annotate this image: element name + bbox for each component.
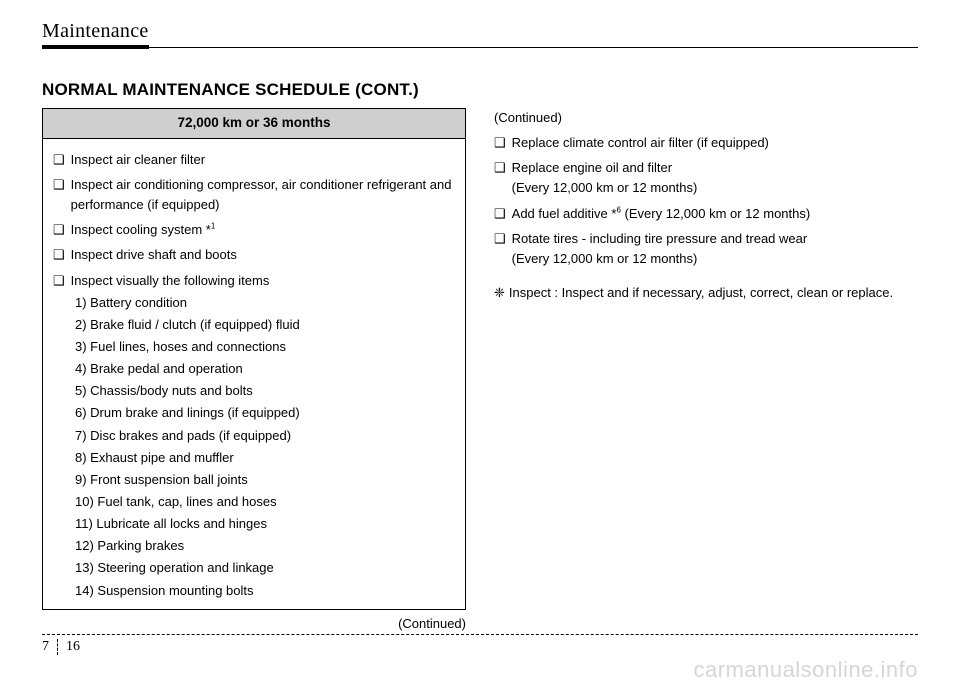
numbered-item: 3) Fuel lines, hoses and connections (75, 337, 455, 357)
content-columns: 72,000 km or 36 months ❑ Inspect air cle… (42, 108, 918, 634)
section-title: NORMAL MAINTENANCE SCHEDULE (CONT.) (42, 80, 918, 100)
square-bullet-icon: ❑ (494, 204, 508, 224)
numbered-item: 6) Drum brake and linings (if equipped) (75, 403, 455, 423)
header-row: Maintenance (42, 20, 918, 48)
numbered-item: 10) Fuel tank, cap, lines and hoses (75, 492, 455, 512)
item-text: Add fuel additive *6 (Every 12,000 km or… (512, 204, 811, 224)
square-bullet-icon: ❑ (494, 158, 508, 178)
numbered-item: 2) Brake fluid / clutch (if equipped) fl… (75, 315, 455, 335)
continued-label: (Continued) (42, 614, 466, 634)
list-item: ❑ Add fuel additive *6 (Every 12,000 km … (494, 204, 918, 224)
page: Maintenance NORMAL MAINTENANCE SCHEDULE … (0, 0, 960, 689)
numbered-item: 13) Steering operation and linkage (75, 558, 455, 578)
item-text: Replace engine oil and filter (Every 12,… (512, 158, 698, 198)
numbered-item: 14) Suspension mounting bolts (75, 581, 455, 601)
list-item: ❑ Inspect cooling system *1 (53, 220, 455, 240)
watermark: carmanualsonline.info (693, 657, 918, 683)
schedule-box: 72,000 km or 36 months ❑ Inspect air cle… (42, 108, 466, 610)
right-column: (Continued) ❑ Replace climate control ai… (494, 108, 918, 634)
item-text: Replace climate control air filter (if e… (512, 133, 769, 153)
left-column: 72,000 km or 36 months ❑ Inspect air cle… (42, 108, 466, 634)
list-item: ❑ Inspect visually the following items (53, 271, 455, 291)
numbered-item: 11) Lubricate all locks and hinges (75, 514, 455, 534)
square-bullet-icon: ❑ (53, 150, 67, 170)
list-item: ❑ Inspect air cleaner filter (53, 150, 455, 170)
item-text: Inspect air cleaner filter (71, 150, 205, 170)
item-text: Inspect air conditioning compressor, air… (71, 175, 455, 215)
footer: 7 16 (42, 634, 918, 655)
square-bullet-icon: ❑ (494, 133, 508, 153)
inspect-note: ❈ Inspect : Inspect and if necessary, ad… (494, 283, 918, 303)
numbered-item: 4) Brake pedal and operation (75, 359, 455, 379)
chapter-number: 7 (42, 639, 58, 655)
numbered-item: 12) Parking brakes (75, 536, 455, 556)
numbered-item: 7) Disc brakes and pads (if equipped) (75, 426, 455, 446)
box-header: 72,000 km or 36 months (43, 109, 465, 139)
list-item: ❑ Inspect drive shaft and boots (53, 245, 455, 265)
numbered-item: 1) Battery condition (75, 293, 455, 313)
list-item: ❑ Rotate tires - including tire pressure… (494, 229, 918, 269)
item-text: Inspect visually the following items (71, 271, 270, 291)
item-text: Inspect cooling system *1 (71, 220, 216, 240)
diamond-bullet-icon: ❈ (494, 283, 505, 303)
square-bullet-icon: ❑ (53, 175, 67, 195)
continued-label: (Continued) (494, 108, 918, 128)
square-bullet-icon: ❑ (53, 220, 67, 240)
numbered-item: 8) Exhaust pipe and muffler (75, 448, 455, 468)
list-item: ❑ Replace climate control air filter (if… (494, 133, 918, 153)
numbered-list: 1) Battery condition 2) Brake fluid / cl… (53, 293, 455, 601)
item-text: Inspect drive shaft and boots (71, 245, 237, 265)
header-title: Maintenance (42, 20, 149, 49)
square-bullet-icon: ❑ (494, 229, 508, 249)
list-item: ❑ Replace engine oil and filter (Every 1… (494, 158, 918, 198)
square-bullet-icon: ❑ (53, 245, 67, 265)
numbered-item: 9) Front suspension ball joints (75, 470, 455, 490)
square-bullet-icon: ❑ (53, 271, 67, 291)
list-item: ❑ Inspect air conditioning compressor, a… (53, 175, 455, 215)
item-text: Rotate tires - including tire pressure a… (512, 229, 808, 269)
numbered-item: 5) Chassis/body nuts and bolts (75, 381, 455, 401)
box-body: ❑ Inspect air cleaner filter ❑ Inspect a… (43, 139, 465, 609)
page-number: 7 16 (42, 639, 918, 655)
note-text: Inspect : Inspect and if necessary, adju… (509, 283, 893, 303)
page-number-value: 16 (66, 639, 80, 655)
